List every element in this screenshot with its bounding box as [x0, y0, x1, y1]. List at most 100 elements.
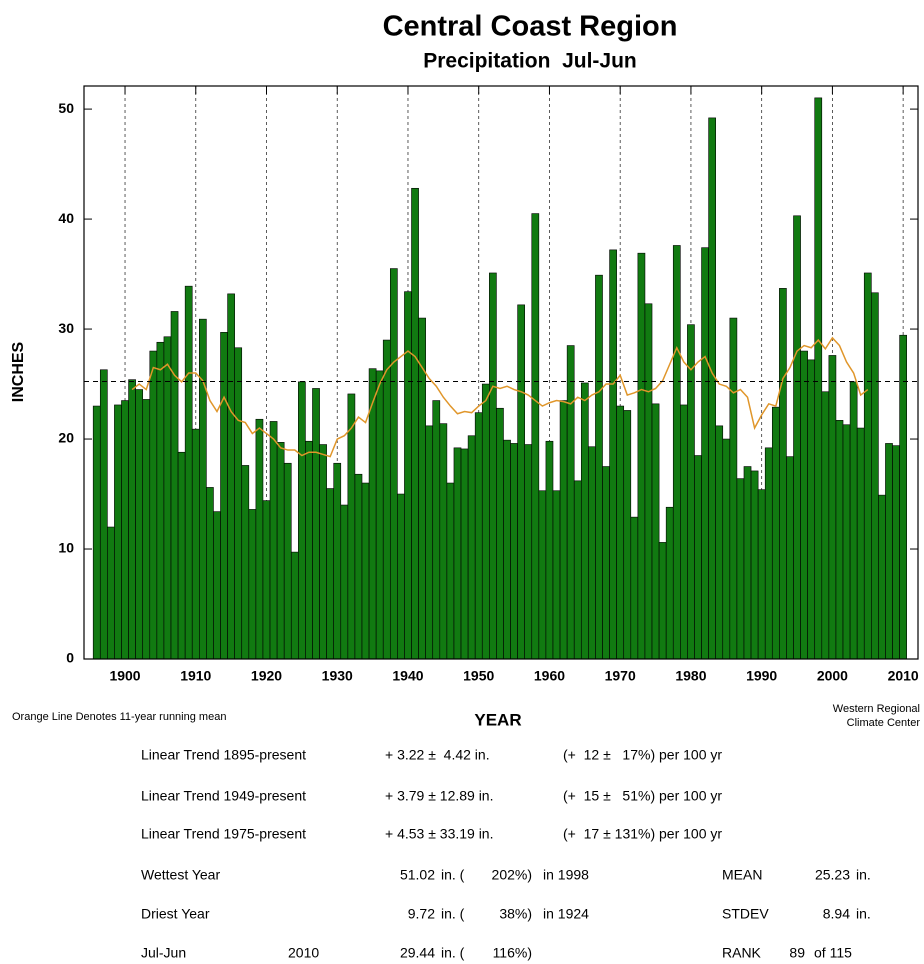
bar [863, 272, 872, 660]
bar [828, 355, 837, 660]
bar [687, 324, 695, 660]
bar [793, 215, 801, 660]
y-tick-label: 40 [58, 210, 74, 226]
trend-change: + 4.53 ± 33.19 in. [385, 826, 494, 842]
bar [163, 336, 172, 660]
bar [807, 359, 816, 660]
bar [389, 268, 398, 660]
bar [665, 506, 674, 660]
x-tick-label: 2010 [888, 668, 919, 684]
bar [545, 440, 554, 660]
bar [99, 369, 108, 660]
bar [333, 462, 342, 660]
bar [474, 412, 483, 660]
stat-stat-unit: in. [856, 906, 871, 922]
bar [199, 318, 207, 660]
bar [177, 451, 186, 660]
bar [481, 383, 490, 660]
bar [743, 466, 752, 660]
stat-percent: 38%) [499, 906, 532, 922]
bar [566, 345, 575, 660]
stat-year: in 1998 [543, 867, 589, 883]
bar [262, 500, 271, 660]
bar [121, 400, 129, 660]
bar [644, 303, 653, 660]
bar [439, 423, 448, 660]
bar [899, 334, 907, 660]
bar [779, 288, 787, 660]
bar [312, 388, 320, 660]
stat-label: Driest Year [141, 906, 210, 922]
bar [750, 470, 759, 660]
bar [736, 478, 745, 660]
stat-value: 9.72 [408, 906, 435, 922]
bar [757, 489, 766, 660]
bar [701, 247, 709, 660]
bar [283, 462, 292, 660]
bar [290, 551, 299, 660]
bar [411, 187, 419, 660]
bar [531, 213, 540, 660]
bar [298, 381, 306, 660]
trend-label: Linear Trend 1975-present [141, 826, 306, 842]
bar [637, 252, 646, 660]
stat-stat: STDEV [722, 906, 769, 922]
bar [658, 542, 667, 660]
stat-stat: MEAN [722, 867, 762, 883]
stat-value: 51.02 [400, 867, 435, 883]
bar [368, 368, 377, 660]
stat-stat-value: 8.94 [823, 906, 850, 922]
stat-percent: 116%) [493, 945, 532, 961]
bar [375, 370, 384, 660]
x-axis-label: YEAR [474, 710, 521, 729]
bar [715, 425, 724, 660]
bar [609, 249, 617, 660]
x-tick-label: 1920 [251, 668, 282, 684]
bar [361, 482, 370, 660]
bar [651, 403, 660, 660]
bar [234, 347, 243, 660]
bar [580, 382, 589, 660]
bar [156, 341, 165, 660]
bar [814, 97, 823, 660]
bar [276, 442, 285, 660]
stat-year: in 1924 [543, 906, 589, 922]
bar [602, 466, 610, 660]
bar [835, 420, 844, 660]
bar [92, 405, 101, 660]
bar [842, 424, 851, 660]
trend-percent: (+ 12 ± 17%) per 100 yr [563, 747, 722, 763]
bar [538, 490, 547, 660]
stat-label: Jul-Jun [141, 945, 186, 961]
bar [467, 435, 476, 660]
bar [878, 494, 886, 660]
x-tick-label: 2000 [817, 668, 848, 684]
stat-stat-unit: of 115 [814, 945, 852, 961]
bar [191, 428, 200, 660]
bar [722, 438, 731, 660]
bar [319, 444, 327, 660]
stat-unit: in. ( [441, 945, 465, 961]
bar [517, 304, 525, 660]
stat-stat-value: 25.23 [815, 867, 850, 883]
stat-stat-value: 89 [789, 945, 805, 961]
stat-season-year: 2010 [288, 945, 319, 961]
bar [453, 447, 462, 660]
x-tick-label: 1940 [392, 668, 423, 684]
x-tick-label: 1980 [675, 668, 706, 684]
bar [821, 391, 830, 660]
y-tick-label: 50 [58, 100, 74, 116]
bar [708, 117, 716, 660]
bar [142, 399, 151, 660]
bar [418, 317, 426, 660]
trend-percent: (+ 15 ± 51%) per 100 yr [563, 788, 722, 804]
bar [849, 381, 858, 660]
stat-unit: in. ( [441, 867, 465, 883]
bar [248, 509, 257, 660]
chart-subtitle: Precipitation Jul-Jun [423, 50, 637, 73]
plot-frame [83, 85, 919, 660]
y-tick-label: 10 [58, 540, 74, 556]
trend-label: Linear Trend 1895-present [141, 747, 306, 763]
bar [107, 526, 115, 660]
